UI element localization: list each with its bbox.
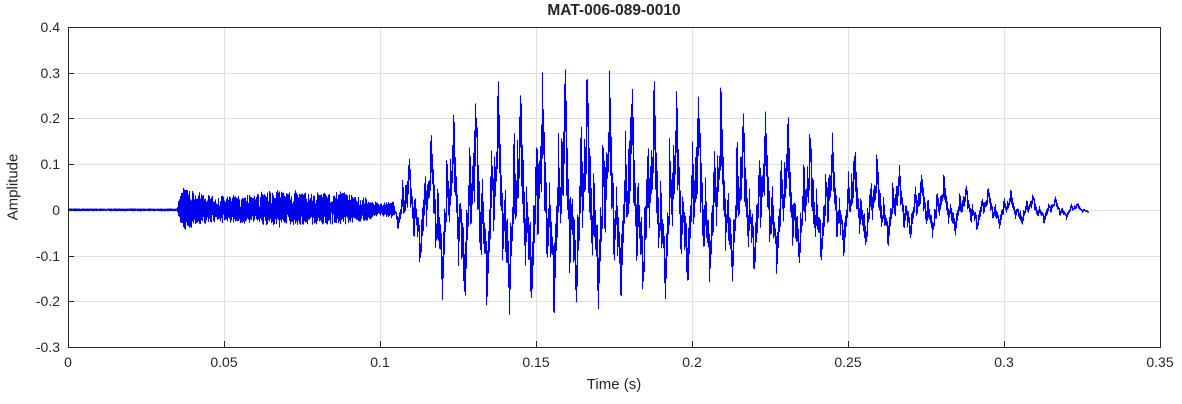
- y-tick-label: 0.4: [40, 19, 60, 35]
- y-tick-label: 0.3: [40, 64, 60, 81]
- x-tick-label: 0.05: [210, 354, 238, 370]
- y-tick-label: -0.2: [35, 293, 60, 310]
- chart-title: MAT-006-089-0010: [547, 2, 681, 19]
- y-tick-label: -0.3: [35, 339, 60, 355]
- y-tick-label: 0: [52, 201, 60, 218]
- y-tick-label: -0.1: [35, 247, 60, 264]
- x-tick-label: 0.35: [1146, 354, 1174, 370]
- y-tick-label: 0.1: [40, 156, 60, 173]
- x-tick-label: 0.1: [370, 354, 390, 370]
- x-tick-label: 0.2: [682, 354, 702, 370]
- x-tick-label: 0.3: [994, 354, 1014, 370]
- x-tick-label: 0: [64, 354, 72, 370]
- y-tick-label: 0.2: [40, 110, 60, 127]
- x-axis-label: Time (s): [586, 376, 642, 393]
- x-tick-label: 0.25: [834, 354, 862, 370]
- x-tick-label: 0.15: [522, 354, 550, 370]
